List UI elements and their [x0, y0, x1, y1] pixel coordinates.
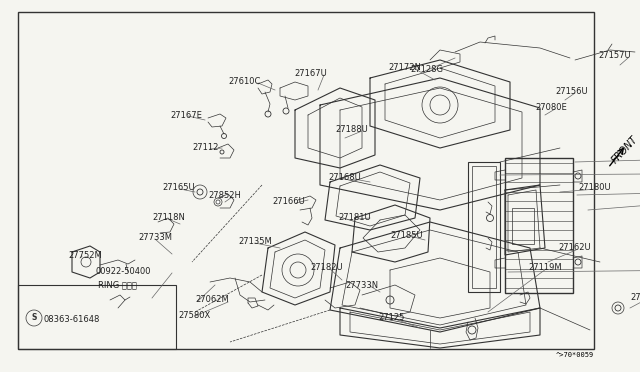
Text: 27168U: 27168U: [328, 173, 361, 183]
Text: 27733M: 27733M: [138, 234, 172, 243]
Text: 00922-50400: 00922-50400: [95, 267, 150, 276]
Text: 27135M: 27135M: [238, 237, 272, 247]
Text: 27182U: 27182U: [310, 263, 342, 273]
Text: 27181U: 27181U: [338, 214, 371, 222]
Bar: [472, 166, 496, 288]
Text: 27610B: 27610B: [630, 294, 640, 302]
Bar: [512, 208, 534, 244]
Text: 27852H: 27852H: [208, 192, 241, 201]
Text: 27733N: 27733N: [345, 280, 378, 289]
Text: 27580X: 27580X: [178, 311, 211, 320]
Text: 27165U: 27165U: [162, 183, 195, 192]
Text: 27128G: 27128G: [410, 65, 443, 74]
Text: 27112: 27112: [192, 144, 218, 153]
Text: S: S: [31, 314, 36, 323]
Text: 27752M: 27752M: [68, 250, 102, 260]
Text: 27188U: 27188U: [335, 125, 368, 135]
Text: 27610C: 27610C: [228, 77, 260, 87]
Text: 27157U: 27157U: [598, 51, 630, 61]
Text: 27172N: 27172N: [388, 64, 421, 73]
Text: 27162U: 27162U: [558, 244, 591, 253]
Text: 27185U: 27185U: [390, 231, 422, 240]
Text: ^>70*0059: ^>70*0059: [556, 352, 594, 358]
Text: RING リング: RING リング: [98, 280, 137, 289]
Bar: [18, 285, 176, 349]
Text: 27180U: 27180U: [578, 183, 611, 192]
Text: 27080E: 27080E: [535, 103, 567, 112]
Text: 27167U: 27167U: [294, 70, 327, 78]
Text: 08363-61648: 08363-61648: [44, 315, 100, 324]
Text: 27062M: 27062M: [195, 295, 228, 305]
Text: 27166U: 27166U: [272, 198, 305, 206]
Text: 27125: 27125: [378, 314, 404, 323]
Bar: [468, 162, 500, 292]
Text: 27118N: 27118N: [152, 214, 185, 222]
Text: 27156U: 27156U: [555, 87, 588, 96]
Circle shape: [216, 200, 220, 204]
Text: 27167E: 27167E: [170, 110, 202, 119]
Bar: [505, 158, 573, 293]
Text: FRONT: FRONT: [610, 134, 640, 165]
Text: 27119M: 27119M: [528, 263, 562, 273]
